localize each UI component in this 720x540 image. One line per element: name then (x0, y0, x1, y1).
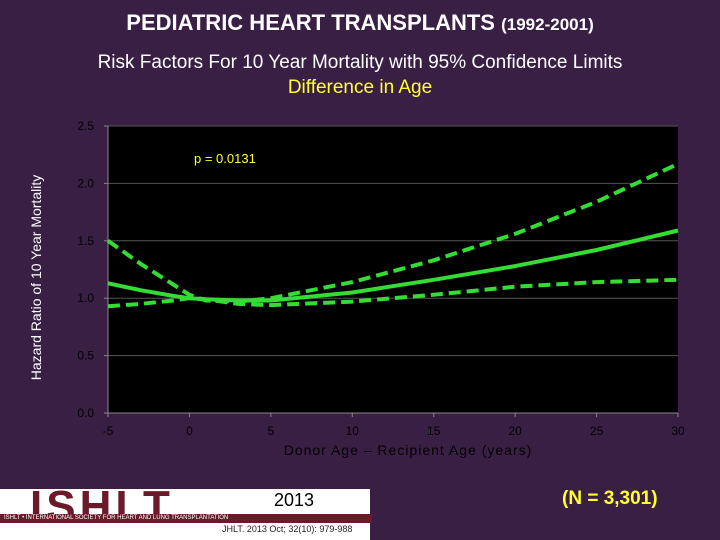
page-title: PEDIATRIC HEART TRANSPLANTS (1992-2001) (0, 10, 720, 36)
y-tick-label: 2.5 (77, 119, 94, 133)
y-axis-label: Hazard Ratio of 10 Year Mortality (28, 175, 44, 380)
series-line-confidence-limit (107, 277, 679, 309)
y-tick-label: 1.0 (77, 291, 94, 305)
title-main: PEDIATRIC HEART TRANSPLANTS (126, 10, 495, 35)
series-line-estimate (107, 228, 679, 303)
y-tick-label: 1.5 (77, 234, 94, 248)
publication-year: 2013 (273, 490, 315, 510)
x-tick-label: 30 (671, 424, 685, 438)
y-tick-label: 0.5 (77, 349, 94, 363)
title-years: (1992-2001) (501, 15, 594, 34)
x-tick-label: 25 (590, 424, 604, 438)
x-tick-label: -5 (103, 424, 114, 438)
x-tick-label: 20 (508, 424, 522, 438)
plot-area (108, 126, 678, 413)
y-tick-label: 0.0 (77, 406, 94, 420)
chart-subtitle-age: Difference in Age (287, 77, 433, 98)
x-axis-label: Donor Age – Recipient Age (years) (284, 442, 533, 458)
sample-size-label: (N = 3,301) (562, 488, 658, 509)
y-tick-label: 2.0 (77, 176, 94, 190)
chart-subtitle: Risk Factors For 10 Year Mortality with … (97, 52, 623, 73)
x-tick-label: 0 (186, 424, 193, 438)
x-tick-label: 15 (427, 424, 441, 438)
x-tick-label: 5 (268, 424, 275, 438)
ishlt-logo-band: ISHLT • INTERNATIONAL SOCIETY FOR HEART … (0, 514, 372, 523)
x-tick-label: 10 (346, 424, 360, 438)
citation: JHLT. 2013 Oct; 32(10): 979-988 (222, 524, 353, 534)
p-value-annotation: p = 0.0131 (194, 151, 256, 166)
